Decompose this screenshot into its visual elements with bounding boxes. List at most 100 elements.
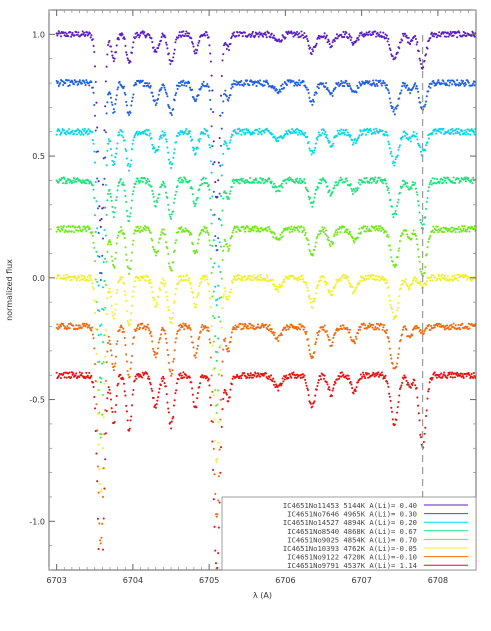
data-point (176, 185, 179, 188)
data-point (212, 266, 215, 269)
data-point (122, 136, 125, 139)
data-point (168, 265, 171, 268)
data-point (224, 337, 227, 340)
data-point (304, 182, 307, 185)
data-point (417, 282, 420, 285)
data-point (166, 196, 169, 200)
data-point (377, 33, 381, 36)
data-point (148, 229, 151, 232)
data-point (278, 88, 281, 91)
data-point (266, 328, 269, 331)
data-point (252, 274, 255, 277)
data-point (253, 82, 256, 85)
data-point (473, 84, 476, 87)
data-point (333, 233, 336, 236)
data-point (78, 324, 81, 327)
data-point (75, 372, 78, 375)
data-point (235, 35, 238, 38)
data-point (174, 241, 177, 245)
data-point (350, 187, 353, 190)
data-point (411, 181, 415, 184)
data-point (75, 180, 78, 183)
data-point (185, 84, 188, 88)
data-point (107, 142, 110, 145)
data-point (362, 35, 365, 38)
data-point (397, 353, 400, 356)
data-point (375, 83, 378, 86)
data-point (130, 199, 134, 202)
data-point (280, 185, 283, 188)
data-point (318, 330, 321, 333)
data-point (97, 334, 100, 337)
series-IC4651No10393 (55, 273, 477, 493)
data-point (150, 335, 153, 338)
data-point (62, 373, 65, 376)
data-point (348, 282, 351, 285)
data-point (211, 244, 214, 247)
data-point (446, 324, 449, 327)
data-point (188, 81, 191, 84)
data-point (156, 148, 160, 151)
data-point (409, 140, 412, 143)
data-point (388, 392, 391, 395)
data-point (198, 140, 201, 143)
data-point (109, 241, 112, 244)
data-point (124, 246, 127, 249)
data-point (95, 352, 98, 356)
data-point (435, 36, 438, 39)
data-point (188, 277, 191, 280)
data-point (204, 34, 207, 37)
data-point (312, 151, 315, 154)
data-point (458, 181, 461, 184)
data-point (264, 277, 267, 280)
data-point (159, 39, 162, 42)
data-point (202, 230, 205, 233)
data-point (55, 133, 58, 136)
data-point (80, 82, 84, 85)
data-point (366, 127, 369, 130)
data-point (178, 328, 181, 331)
data-point (399, 91, 402, 95)
data-point (324, 280, 327, 283)
data-point (216, 298, 219, 301)
data-point (91, 381, 94, 384)
data-point (296, 133, 299, 136)
data-point (374, 176, 377, 179)
data-point (167, 103, 170, 107)
data-point (326, 86, 329, 90)
data-point (259, 230, 262, 233)
data-point (72, 132, 76, 135)
data-point (133, 134, 136, 137)
data-point (156, 396, 160, 399)
data-point (422, 223, 425, 226)
data-point (113, 57, 116, 60)
data-point (378, 227, 381, 230)
data-point (303, 228, 306, 231)
data-point (100, 433, 103, 436)
data-point (235, 230, 238, 234)
data-point (148, 82, 151, 85)
data-point (295, 180, 298, 183)
data-point (214, 181, 217, 184)
data-point (359, 373, 362, 376)
data-point (182, 371, 185, 374)
data-point (125, 253, 128, 256)
data-point (97, 231, 100, 235)
data-point (107, 43, 110, 47)
data-point (170, 322, 173, 325)
data-point (233, 276, 236, 280)
data-point (365, 31, 368, 34)
data-point (114, 410, 117, 413)
data-point (459, 83, 462, 86)
data-point (144, 182, 147, 185)
data-point (214, 562, 218, 565)
data-point (217, 552, 220, 555)
data-point (82, 278, 85, 281)
data-point (256, 129, 259, 132)
data-point (386, 40, 389, 43)
data-point (398, 146, 401, 149)
data-point (313, 300, 316, 303)
data-point (172, 404, 176, 407)
data-point (167, 252, 170, 256)
data-point (153, 147, 156, 150)
